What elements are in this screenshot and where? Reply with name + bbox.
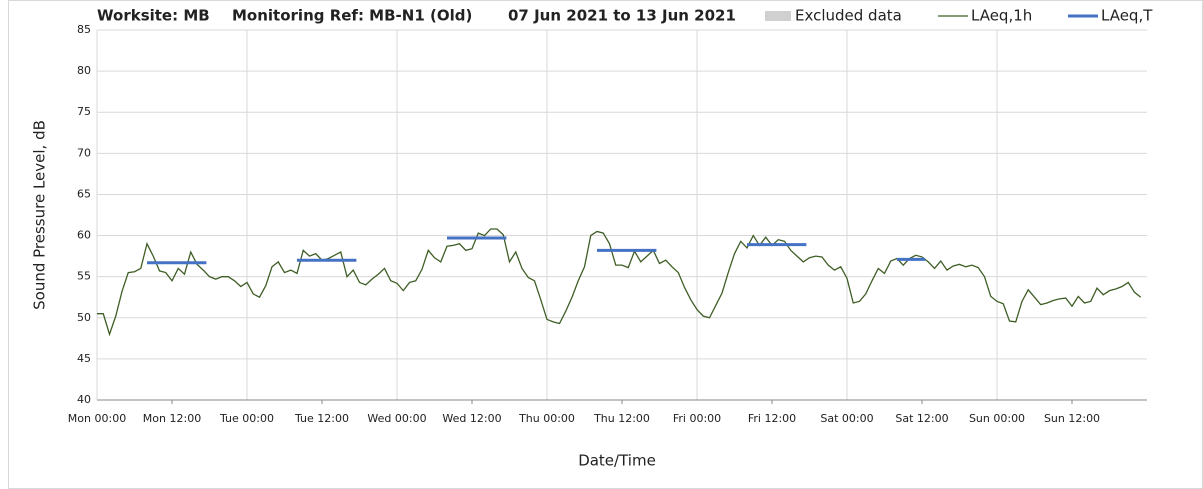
x-tick-label: Thu 00:00 (518, 412, 575, 425)
legend-label: Excluded data (795, 7, 902, 25)
y-tick-label: 50 (77, 311, 91, 324)
series-line (97, 228, 1142, 337)
chart-title: Worksite: MB (97, 7, 210, 25)
legend-label: LAeq,T (1101, 7, 1153, 25)
x-tick-label: Wed 12:00 (442, 412, 501, 425)
y-tick-label: 45 (77, 352, 91, 365)
y-tick-label: 85 (77, 23, 91, 36)
y-tick-label: 60 (77, 229, 91, 242)
x-tick-label: Mon 12:00 (143, 412, 201, 425)
y-tick-label: 65 (77, 187, 91, 200)
chart-subtitle: Monitoring Ref: MB-N1 (Old) (232, 7, 472, 25)
x-tick-label: Fri 00:00 (673, 412, 721, 425)
y-tick-label: 55 (77, 270, 91, 283)
x-tick-label: Mon 00:00 (68, 412, 126, 425)
x-tick-label: Wed 00:00 (367, 412, 426, 425)
legend-swatch (765, 11, 791, 21)
y-tick-label: 70 (77, 146, 91, 159)
y-tick-label: 40 (77, 393, 91, 406)
x-tick-label: Sun 00:00 (969, 412, 1025, 425)
x-tick-label: Sat 12:00 (895, 412, 948, 425)
legend-label: LAeq,1h (971, 7, 1032, 25)
x-tick-label: Thu 12:00 (593, 412, 650, 425)
x-tick-label: Tue 00:00 (219, 412, 274, 425)
y-axis-label: Sound Pressure Level, dB (31, 120, 49, 310)
series-line (147, 236, 926, 265)
x-axis-label: Date/Time (578, 452, 656, 470)
x-tick-label: Sun 12:00 (1044, 412, 1100, 425)
x-tick-label: Fri 12:00 (748, 412, 796, 425)
date-range: 07 Jun 2021 to 13 Jun 2021 (508, 7, 736, 25)
x-tick-label: Tue 12:00 (294, 412, 349, 425)
y-tick-label: 75 (77, 105, 91, 118)
y-tick-label: 80 (77, 64, 91, 77)
x-tick-label: Sat 00:00 (820, 412, 873, 425)
